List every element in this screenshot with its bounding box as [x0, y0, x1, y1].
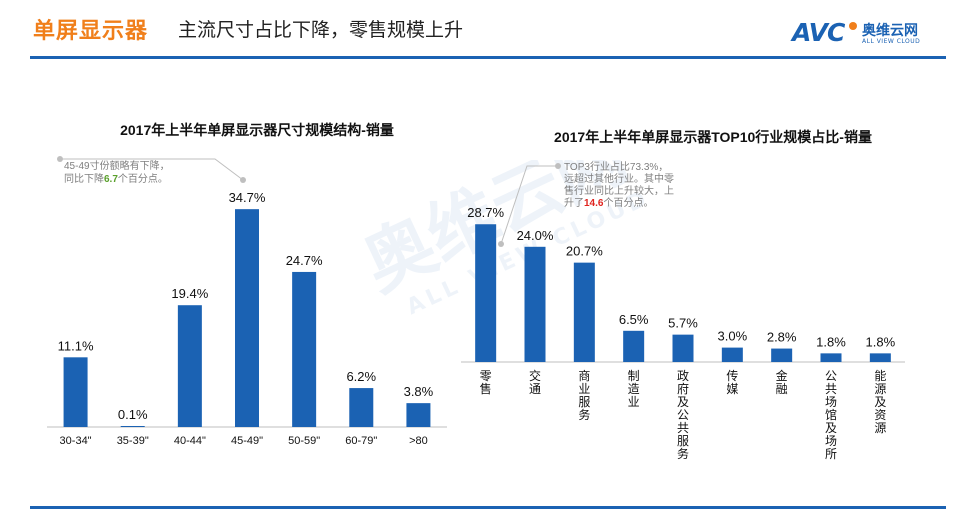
chart2-x-tick-label: 务 — [677, 446, 689, 461]
chart2-annotation-line: 售行业同比上升较大，上 — [564, 184, 674, 197]
chart2-x-tick-label: 能 — [874, 369, 886, 383]
chart2-x-tick-label: 零 — [480, 369, 492, 383]
logo-dot-icon — [849, 22, 857, 30]
chart1-annotation-leader — [60, 158, 244, 181]
chart2-data-label: 24.0% — [517, 228, 554, 243]
chart1-data-label: 6.2% — [346, 369, 376, 384]
logo-en: ALL VIEW CLOUD — [862, 38, 921, 45]
chart2-bar — [475, 224, 497, 362]
page-title: 单屏显示器 — [33, 19, 149, 44]
chart1-bar — [120, 426, 145, 427]
chart2-x-tick-label: 商 — [578, 368, 590, 383]
chart2-data-label: 20.7% — [566, 244, 603, 259]
chart2-x-tick-label: 及 — [874, 395, 886, 409]
chart1-x-tick-label: >80 — [409, 435, 428, 447]
chart2-x-tick-label: 资 — [874, 408, 886, 422]
chart2-x-tick-label: 售 — [480, 381, 492, 396]
chart2-bar — [573, 262, 595, 362]
chart2-x-tick-label: 务 — [578, 407, 590, 422]
chart2-x-tick-label: 所 — [825, 447, 837, 461]
chart2-x-tick-label: 业 — [578, 382, 590, 396]
chart2-x-tick-label: 共 — [825, 382, 837, 396]
chart2-x-tick-label: 共 — [677, 421, 689, 435]
chart2-x-tick-label: 交 — [529, 368, 541, 383]
chart1-data-label: 0.1% — [118, 407, 148, 422]
chart1-annotation-line2: 同比下降6.7个百分点。 — [64, 172, 168, 185]
chart2-annotation-line: TOP3行业占比73.3%， — [564, 160, 668, 173]
footer-rule — [30, 506, 946, 509]
chart2-data-label: 1.8% — [816, 334, 846, 349]
chart2-x-tick-label: 造 — [628, 382, 640, 396]
chart2-x-tick-label: 及 — [825, 421, 837, 435]
chart1-data-label: 24.7% — [286, 253, 323, 268]
chart1-annotation-dot — [240, 177, 246, 183]
chart1-title: 2017年上半年单屏显示器尺寸规模结构-销量 — [120, 122, 394, 138]
chart2-bar — [623, 330, 645, 362]
chart1-data-label: 19.4% — [171, 286, 208, 301]
chart2-bar — [869, 353, 891, 362]
chart2-x-tick-label: 政 — [677, 369, 689, 383]
chart2-annotation-leader — [500, 165, 558, 245]
chart1-bar — [349, 388, 374, 427]
chart2-x-tick-label: 府 — [677, 381, 689, 396]
page-header: 单屏显示器 主流尺寸占比下降，零售规模上升 AVC 奥维云网 ALL VIEW … — [0, 0, 953, 62]
chart2-bar — [820, 353, 842, 362]
avc-logo: AVC 奥维云网 ALL VIEW CLOUD — [792, 18, 942, 50]
chart1-data-label: 3.8% — [404, 384, 434, 399]
chart1-data-label: 34.7% — [229, 190, 266, 205]
chart2-data-label: 5.7% — [668, 316, 698, 331]
chart1-x-tick-label: 35-39" — [117, 435, 149, 447]
chart1-x-tick-label: 40-44" — [174, 435, 206, 447]
chart2-x-tick-label: 金 — [776, 368, 788, 383]
chart2-x-tick-label: 业 — [628, 395, 640, 409]
chart2-annotation-dot — [498, 241, 504, 247]
chart1-x-tick-label: 30-34" — [60, 435, 92, 447]
chart2-x-tick-label: 及 — [677, 395, 689, 409]
chart1-x-tick-label: 50-59" — [288, 435, 320, 447]
chart2-data-label: 1.8% — [866, 334, 896, 349]
chart2-x-tick-label: 公 — [825, 369, 837, 383]
chart2-x-tick-label: 制 — [628, 369, 640, 383]
chart2-data-label: 2.8% — [767, 330, 797, 345]
chart2-annotation-line: 远超过其他行业。其中零 — [564, 172, 674, 185]
chart2-x-tick-label: 传 — [726, 368, 738, 383]
chart1-x-tick-label: 60-79" — [345, 435, 377, 447]
chart2-data-label: 3.0% — [718, 329, 748, 344]
chart2-x-tick-label: 通 — [529, 382, 541, 396]
chart1-bar — [406, 403, 431, 427]
logo-cn: 奥维云网 — [862, 23, 918, 39]
chart2-x-tick-label: 公 — [677, 408, 689, 422]
chart1-data-label: 11.1% — [58, 338, 94, 353]
chart2-data-label: 6.5% — [619, 312, 649, 327]
chart2-title: 2017年上半年单屏显示器TOP10行业规模占比-销量 — [554, 129, 872, 145]
chart1-annotation-line1: 45-49寸份额略有下降， — [64, 159, 170, 172]
header-rule — [30, 56, 946, 59]
chart2-x-tick-label: 服 — [578, 395, 590, 409]
chart2-x-tick-label: 源 — [874, 382, 886, 396]
chart2-x-tick-label: 场 — [825, 395, 837, 409]
chart1-bar — [177, 305, 202, 427]
chart2-x-tick-label: 融 — [776, 382, 788, 396]
chart1-bar — [63, 357, 88, 427]
chart2-data-label: 28.7% — [467, 205, 504, 220]
logo-text: AVC — [792, 18, 845, 47]
chart2-bar — [771, 348, 793, 362]
chart2-bar — [524, 246, 546, 362]
chart2-x-tick-label: 馆 — [825, 407, 837, 422]
chart2-annotation-line4: 升了14.6个百分点。 — [564, 197, 653, 209]
chart2-x-tick-label: 场 — [825, 434, 837, 448]
chart2-bar — [672, 334, 694, 362]
chart2-x-tick-label: 媒 — [726, 382, 738, 396]
chart1-x-tick-label: 45-49" — [231, 435, 263, 447]
chart1-bar — [292, 271, 317, 427]
chart2-x-tick-label: 服 — [677, 434, 689, 448]
page-subtitle: 主流尺寸占比下降，零售规模上升 — [178, 19, 464, 41]
chart2-bar — [721, 347, 743, 362]
chart2-x-tick-label: 源 — [874, 421, 886, 435]
chart1-bar — [235, 209, 259, 427]
